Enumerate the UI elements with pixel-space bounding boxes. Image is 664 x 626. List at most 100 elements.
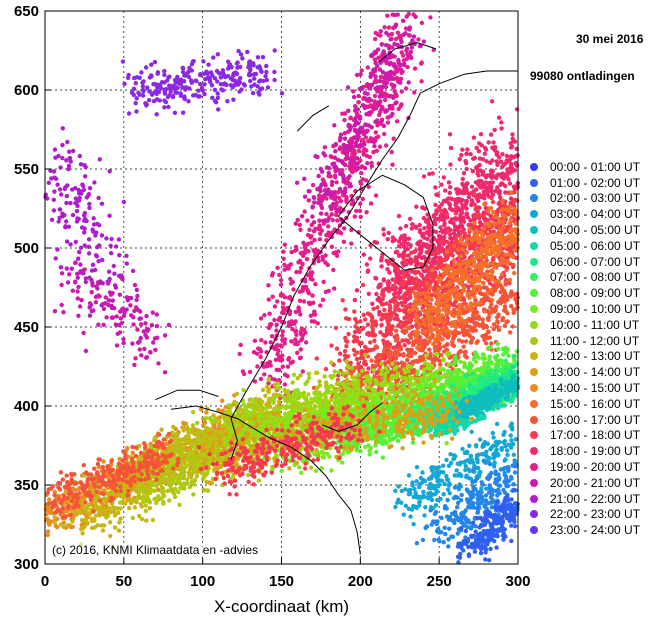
- strike-point: [201, 59, 206, 64]
- strike-point: [167, 83, 172, 88]
- strike-point: [147, 89, 152, 94]
- strike-point: [82, 243, 87, 248]
- strike-point: [268, 363, 273, 368]
- strike-point: [499, 120, 504, 125]
- strike-point: [249, 84, 254, 89]
- strike-point: [78, 245, 84, 250]
- strike-point: [438, 208, 443, 214]
- strike-point: [427, 260, 432, 265]
- strike-point: [60, 155, 65, 161]
- strike-point: [349, 136, 354, 142]
- strike-point: [74, 208, 80, 214]
- strike-point: [366, 366, 371, 371]
- strike-point: [510, 132, 515, 137]
- strike-point: [236, 81, 241, 86]
- strike-point: [134, 96, 139, 101]
- strike-point: [493, 247, 499, 253]
- strike-point: [162, 87, 167, 92]
- strike-point: [433, 252, 438, 257]
- strike-point: [52, 147, 58, 152]
- strike-point: [154, 312, 159, 317]
- strike-point: [390, 94, 395, 99]
- strike-point: [260, 55, 266, 60]
- strike-point: [95, 245, 100, 250]
- strike-point: [135, 327, 140, 332]
- strike-point: [482, 151, 487, 156]
- strike-point: [310, 277, 315, 282]
- strike-point: [378, 29, 383, 34]
- strike-point: [417, 339, 422, 345]
- strike-point: [238, 342, 243, 348]
- strike-point: [272, 69, 277, 75]
- strike-point: [124, 295, 129, 300]
- strike-point: [94, 284, 99, 289]
- strike-point: [504, 243, 509, 249]
- strike-point: [335, 218, 340, 223]
- strike-point: [487, 335, 492, 340]
- strike-point: [360, 177, 365, 182]
- strike-point: [114, 343, 120, 348]
- strike-point: [293, 328, 299, 333]
- strike-point: [356, 93, 361, 99]
- strike-point: [91, 308, 96, 313]
- strike-point: [110, 298, 116, 303]
- strike-point: [338, 351, 343, 356]
- strike-point: [182, 96, 187, 101]
- strike-point: [45, 532, 50, 538]
- strike-point: [344, 194, 349, 200]
- strike-point: [509, 145, 514, 150]
- strike-point: [149, 74, 154, 79]
- strike-point: [302, 194, 308, 199]
- strike-point: [482, 221, 488, 227]
- strike-point: [110, 315, 116, 320]
- strike-point: [401, 32, 406, 37]
- strike-point: [218, 75, 224, 80]
- strike-point: [52, 189, 57, 194]
- strike-point: [400, 338, 405, 343]
- strike-point: [388, 37, 393, 42]
- strike-point: [247, 71, 252, 76]
- strike-point: [500, 296, 505, 302]
- strike-point: [408, 216, 413, 221]
- strike-point: [99, 201, 105, 206]
- strike-point: [315, 321, 320, 326]
- strike-point: [248, 67, 253, 72]
- strike-point: [412, 90, 417, 95]
- strike-point: [428, 285, 433, 290]
- strike-point: [354, 320, 360, 325]
- strike-point: [455, 227, 460, 232]
- strike-point: [352, 297, 358, 303]
- strike-point: [396, 290, 401, 296]
- strike-point: [400, 260, 405, 265]
- strike-point: [441, 257, 446, 263]
- strike-point: [264, 69, 269, 75]
- strike-point: [500, 317, 505, 323]
- strike-point: [100, 281, 105, 286]
- strike-point: [511, 262, 516, 268]
- strike-point: [359, 170, 364, 176]
- strike-point: [350, 151, 355, 156]
- strike-point: [399, 39, 404, 44]
- strike-point: [235, 65, 240, 70]
- strike-point: [135, 293, 140, 299]
- strike-point: [371, 69, 377, 74]
- strike-point: [468, 152, 473, 157]
- strike-point: [87, 186, 93, 191]
- strike-point: [211, 55, 216, 60]
- strike-point: [408, 54, 413, 60]
- strike-point: [134, 297, 139, 303]
- strike-point: [286, 320, 292, 325]
- strike-point: [141, 329, 146, 334]
- strike-point: [43, 192, 48, 197]
- strike-point: [486, 314, 492, 320]
- strike-point: [294, 180, 300, 185]
- strike-point: [88, 302, 94, 308]
- strike-point: [346, 108, 351, 114]
- strike-point: [289, 339, 294, 344]
- strike-point: [488, 261, 493, 266]
- strike-point: [353, 106, 359, 112]
- strike-point: [474, 237, 480, 242]
- strike-point: [432, 256, 437, 261]
- strike-point: [282, 262, 287, 268]
- strike-point: [340, 161, 346, 166]
